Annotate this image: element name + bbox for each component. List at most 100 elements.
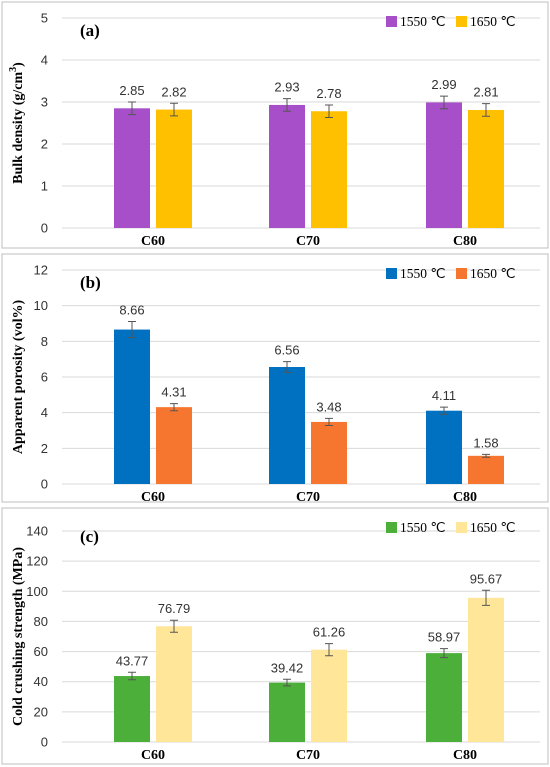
y-tick-label: 100 [26, 584, 48, 599]
bar-c70-series-2 [311, 421, 347, 484]
chart-panel-2: 0 2 4 6 8 10 12 Apparent porosity (vol%) (b) 8.66… [1, 253, 549, 505]
bar-c70-series-1 [269, 367, 305, 484]
data-label: 61.26 [313, 625, 346, 640]
data-label: 2.78 [316, 86, 341, 101]
data-label: 4.31 [161, 385, 186, 400]
bar-c80-series-1 [426, 653, 462, 742]
data-label: 8.66 [119, 303, 144, 318]
y-tick-label: 10 [34, 298, 48, 313]
legend-swatch [386, 522, 397, 533]
error-bar [128, 101, 136, 116]
y-tick-label: 1 [41, 179, 48, 194]
data-label: 6.56 [274, 343, 299, 358]
bar-c60-series-1 [114, 676, 150, 742]
bar-c80-series-1 [426, 102, 462, 228]
chart-panel-1: 0 1 2 3 4 5 Bulk density (g/cm3) (a) 2.85 2.82 C60… [1, 1, 549, 249]
y-tick-label: 4 [41, 405, 48, 420]
y-tick-label: 60 [34, 644, 48, 659]
bar-c70-series-2 [311, 111, 347, 228]
error-bar [482, 589, 490, 606]
data-label: 2.93 [274, 80, 299, 95]
bar-c60-series-2 [156, 109, 192, 228]
legend-entry: 1550 ℃ [400, 266, 446, 281]
data-label: 39.42 [271, 660, 304, 675]
x-tick-label: C60 [141, 748, 165, 763]
data-label: 2.81 [473, 85, 498, 100]
y-tick-label: 2 [41, 137, 48, 152]
error-bar [283, 361, 291, 373]
y-axis-label: Apparent porosity (vol%) [11, 300, 26, 455]
panel-label: (b) [80, 273, 101, 292]
error-bar [128, 671, 136, 681]
y-tick-label: 5 [41, 11, 48, 26]
data-label: 2.82 [161, 84, 186, 99]
error-bar [440, 406, 448, 415]
y-tick-label: 80 [34, 614, 48, 629]
error-bar [482, 103, 490, 117]
legend-swatch [456, 268, 467, 279]
bar-c60-series-1 [114, 108, 150, 228]
data-label: 4.11 [432, 388, 456, 403]
error-bar [128, 321, 136, 339]
error-bar [440, 95, 448, 110]
legend-swatch [456, 522, 467, 533]
y-axis-label: Cold crushing strength (MPa) [11, 547, 26, 726]
data-label: 1.58 [473, 435, 498, 450]
y-tick-label: 8 [41, 334, 48, 349]
error-bar [440, 648, 448, 659]
bar-c70-series-1 [269, 682, 305, 742]
x-tick-label: C70 [296, 234, 320, 249]
error-bar [170, 102, 178, 117]
bar-c70-series-2 [311, 649, 347, 742]
legend-swatch [456, 16, 467, 27]
bar-c80-series-1 [426, 410, 462, 484]
y-tick-label: 40 [34, 674, 48, 689]
error-bar [482, 453, 490, 458]
error-bar [170, 619, 178, 633]
y-tick-label: 2 [41, 441, 48, 456]
legend-swatch [386, 16, 397, 27]
data-label: 43.77 [116, 653, 149, 668]
legend: 1550 ℃ 1650 ℃ [386, 520, 516, 535]
bar-c80-series-2 [468, 109, 504, 228]
y-tick-label: 140 [26, 524, 48, 539]
legend-swatch [386, 268, 397, 279]
data-label: 2.99 [431, 77, 456, 92]
y-tick-label: 3 [41, 95, 48, 110]
panel-label: (a) [80, 21, 100, 40]
y-tick-label: 20 [34, 704, 48, 719]
y-axis-label: Bulk density (g/cm3) [8, 62, 26, 184]
bar-c60-series-2 [156, 626, 192, 742]
y-tick-label: 12 [34, 263, 48, 278]
x-tick-label: C80 [453, 748, 477, 763]
y-tick-label: 0 [41, 735, 48, 750]
error-bar [325, 643, 333, 657]
data-label: 58.97 [428, 630, 461, 645]
x-tick-label: C70 [296, 490, 320, 505]
y-tick-label: 120 [26, 554, 48, 569]
error-bar [325, 417, 333, 427]
bar-c60-series-1 [114, 329, 150, 484]
x-tick-label: C80 [453, 490, 477, 505]
x-tick-label: C80 [453, 234, 477, 249]
y-tick-label: 0 [41, 477, 48, 492]
data-label: 95.67 [470, 571, 503, 586]
y-tick-label: 6 [41, 370, 48, 385]
x-tick-label: C70 [296, 748, 320, 763]
error-bar [170, 403, 178, 412]
x-tick-label: C60 [141, 234, 165, 249]
legend: 1550 ℃ 1650 ℃ [386, 14, 516, 29]
data-label: 76.79 [158, 601, 191, 616]
bar-c80-series-2 [468, 455, 504, 484]
x-tick-label: C60 [141, 490, 165, 505]
error-bar [283, 678, 291, 687]
data-label: 3.48 [316, 399, 341, 414]
y-tick-label: 4 [41, 53, 48, 68]
bar-c60-series-2 [156, 407, 192, 484]
legend: 1550 ℃ 1650 ℃ [386, 266, 516, 281]
legend-entry: 1650 ℃ [470, 520, 516, 535]
legend-entry: 1550 ℃ [400, 520, 446, 535]
legend-entry: 1650 ℃ [470, 14, 516, 29]
